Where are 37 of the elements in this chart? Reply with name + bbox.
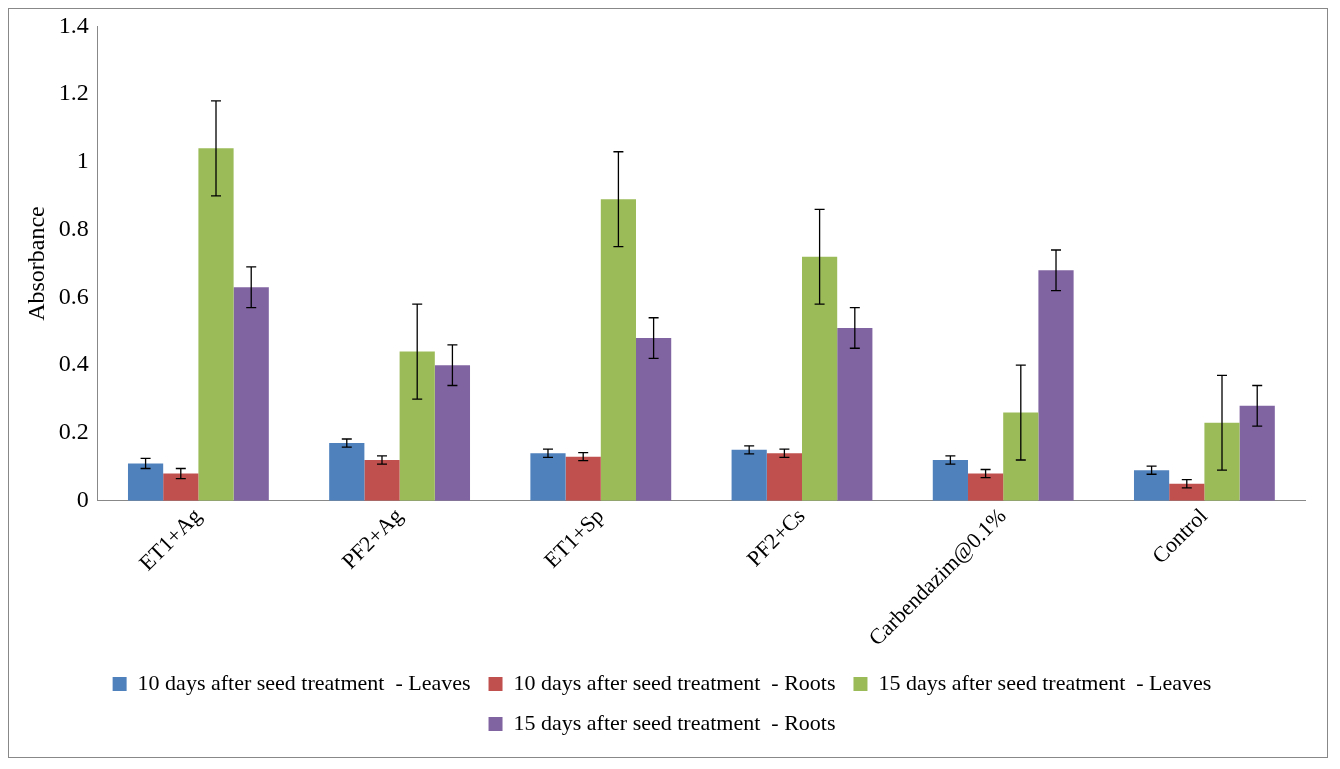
bar (600, 199, 637, 501)
bar (1204, 422, 1240, 501)
y-tick-label: 0.2 (58, 418, 89, 445)
bar (399, 351, 435, 501)
y-tick-label: 1 (76, 147, 89, 174)
bar (766, 453, 802, 501)
bar (233, 287, 269, 501)
bar (837, 327, 873, 501)
bar (565, 456, 601, 501)
legend-label: 10 days after seed treatment - Roots (513, 669, 836, 695)
bar (1133, 470, 1170, 501)
bar (127, 463, 164, 501)
bar (1038, 270, 1074, 501)
bar (163, 473, 199, 501)
y-tick-label: 0 (76, 485, 89, 512)
bar (932, 460, 968, 501)
bar (329, 443, 365, 501)
bar (364, 460, 400, 501)
bar (1003, 412, 1039, 501)
bar (802, 256, 838, 501)
legend-label: 15 days after seed treatment - Leaves (878, 669, 1212, 695)
bar (530, 453, 566, 501)
y-tick-label: 0.4 (58, 350, 89, 377)
legend-label: 10 days after seed treatment - Leaves (137, 669, 471, 695)
bar (967, 473, 1004, 501)
bar (731, 449, 767, 501)
bar (434, 365, 471, 501)
bar (636, 338, 672, 501)
bar (1239, 405, 1275, 501)
legend-label: 15 days after seed treatment - Roots (513, 709, 836, 735)
y-axis-title: Absorbance (22, 206, 49, 321)
y-tick-label: 1.2 (58, 79, 89, 106)
y-tick-label: 0.8 (58, 214, 89, 241)
y-tick-label: 1.4 (58, 11, 89, 38)
bar (1169, 483, 1205, 501)
y-tick-label: 0.6 (58, 282, 89, 309)
bar (198, 148, 234, 501)
